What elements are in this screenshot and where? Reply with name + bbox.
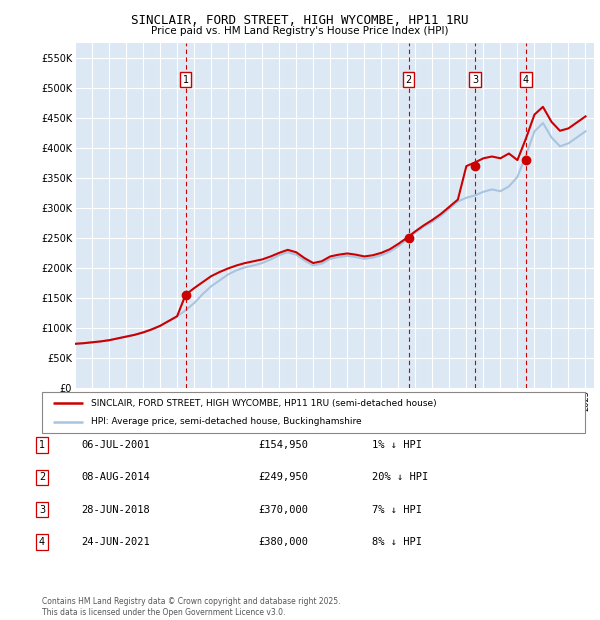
- Text: 06-JUL-2001: 06-JUL-2001: [81, 440, 150, 450]
- Text: 3: 3: [472, 74, 478, 84]
- Text: Contains HM Land Registry data © Crown copyright and database right 2025.
This d: Contains HM Land Registry data © Crown c…: [42, 598, 341, 617]
- Text: 3: 3: [39, 505, 45, 515]
- Text: SINCLAIR, FORD STREET, HIGH WYCOMBE, HP11 1RU (semi-detached house): SINCLAIR, FORD STREET, HIGH WYCOMBE, HP1…: [91, 399, 436, 408]
- Text: £154,950: £154,950: [258, 440, 308, 450]
- Text: 24-JUN-2021: 24-JUN-2021: [81, 537, 150, 547]
- Text: £370,000: £370,000: [258, 505, 308, 515]
- Text: 2: 2: [406, 74, 412, 84]
- FancyBboxPatch shape: [42, 392, 585, 433]
- Text: £249,950: £249,950: [258, 472, 308, 482]
- Text: 08-AUG-2014: 08-AUG-2014: [81, 472, 150, 482]
- Text: 1: 1: [182, 74, 188, 84]
- Text: 4: 4: [523, 74, 529, 84]
- Text: 4: 4: [39, 537, 45, 547]
- Text: HPI: Average price, semi-detached house, Buckinghamshire: HPI: Average price, semi-detached house,…: [91, 417, 361, 427]
- Text: 2: 2: [39, 472, 45, 482]
- Text: SINCLAIR, FORD STREET, HIGH WYCOMBE, HP11 1RU: SINCLAIR, FORD STREET, HIGH WYCOMBE, HP1…: [131, 14, 469, 27]
- Text: Price paid vs. HM Land Registry's House Price Index (HPI): Price paid vs. HM Land Registry's House …: [151, 26, 449, 36]
- Text: 8% ↓ HPI: 8% ↓ HPI: [372, 537, 422, 547]
- Text: 20% ↓ HPI: 20% ↓ HPI: [372, 472, 428, 482]
- Text: 1: 1: [39, 440, 45, 450]
- Text: £380,000: £380,000: [258, 537, 308, 547]
- Text: 7% ↓ HPI: 7% ↓ HPI: [372, 505, 422, 515]
- Text: 28-JUN-2018: 28-JUN-2018: [81, 505, 150, 515]
- Text: 1% ↓ HPI: 1% ↓ HPI: [372, 440, 422, 450]
